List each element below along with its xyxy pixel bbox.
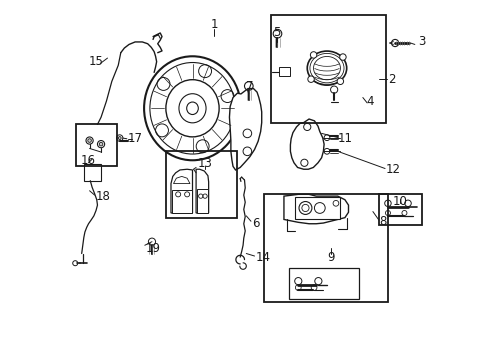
Circle shape [339, 54, 346, 60]
Polygon shape [173, 176, 190, 184]
Circle shape [118, 136, 121, 139]
Text: 3: 3 [418, 35, 425, 49]
Text: 11: 11 [337, 132, 352, 145]
Text: 4: 4 [366, 95, 373, 108]
Polygon shape [284, 194, 348, 224]
Text: 10: 10 [392, 195, 407, 208]
Bar [197, 189, 207, 213]
Circle shape [73, 261, 78, 266]
Text: 18: 18 [96, 190, 110, 203]
Text: 19: 19 [145, 242, 161, 255]
Text: 6: 6 [251, 216, 259, 230]
Polygon shape [290, 119, 324, 169]
Text: 2: 2 [387, 73, 395, 86]
Circle shape [310, 52, 316, 58]
Ellipse shape [309, 53, 344, 83]
Polygon shape [196, 169, 208, 213]
Bar [76, 125, 117, 166]
Circle shape [336, 78, 343, 85]
Bar [294, 197, 339, 220]
Circle shape [88, 139, 91, 142]
Ellipse shape [165, 80, 219, 137]
Text: 5: 5 [272, 27, 280, 40]
Text: 15: 15 [88, 55, 103, 68]
Text: 1: 1 [210, 18, 217, 31]
Bar [278, 67, 289, 76]
Ellipse shape [313, 57, 340, 80]
Bar [378, 194, 421, 225]
Circle shape [324, 148, 329, 154]
Bar [271, 15, 386, 123]
Bar [83, 163, 101, 181]
Ellipse shape [306, 51, 346, 85]
Bar [264, 194, 387, 302]
Text: 14: 14 [255, 251, 270, 264]
Circle shape [307, 76, 314, 82]
Circle shape [298, 202, 311, 215]
Text: 7: 7 [246, 80, 253, 93]
Ellipse shape [150, 63, 235, 154]
Text: 13: 13 [197, 157, 212, 170]
Polygon shape [229, 89, 261, 170]
Bar [165, 151, 237, 218]
Ellipse shape [144, 56, 241, 160]
Circle shape [314, 203, 325, 213]
Circle shape [99, 142, 102, 146]
Circle shape [324, 135, 329, 140]
Ellipse shape [179, 94, 205, 123]
Polygon shape [171, 169, 192, 213]
Text: 17: 17 [128, 132, 142, 145]
Bar [289, 267, 359, 299]
Text: 12: 12 [386, 163, 400, 176]
Bar [172, 190, 191, 213]
Text: 8: 8 [378, 215, 386, 228]
Ellipse shape [186, 102, 198, 114]
Text: 16: 16 [81, 154, 96, 167]
Text: 9: 9 [326, 251, 334, 264]
